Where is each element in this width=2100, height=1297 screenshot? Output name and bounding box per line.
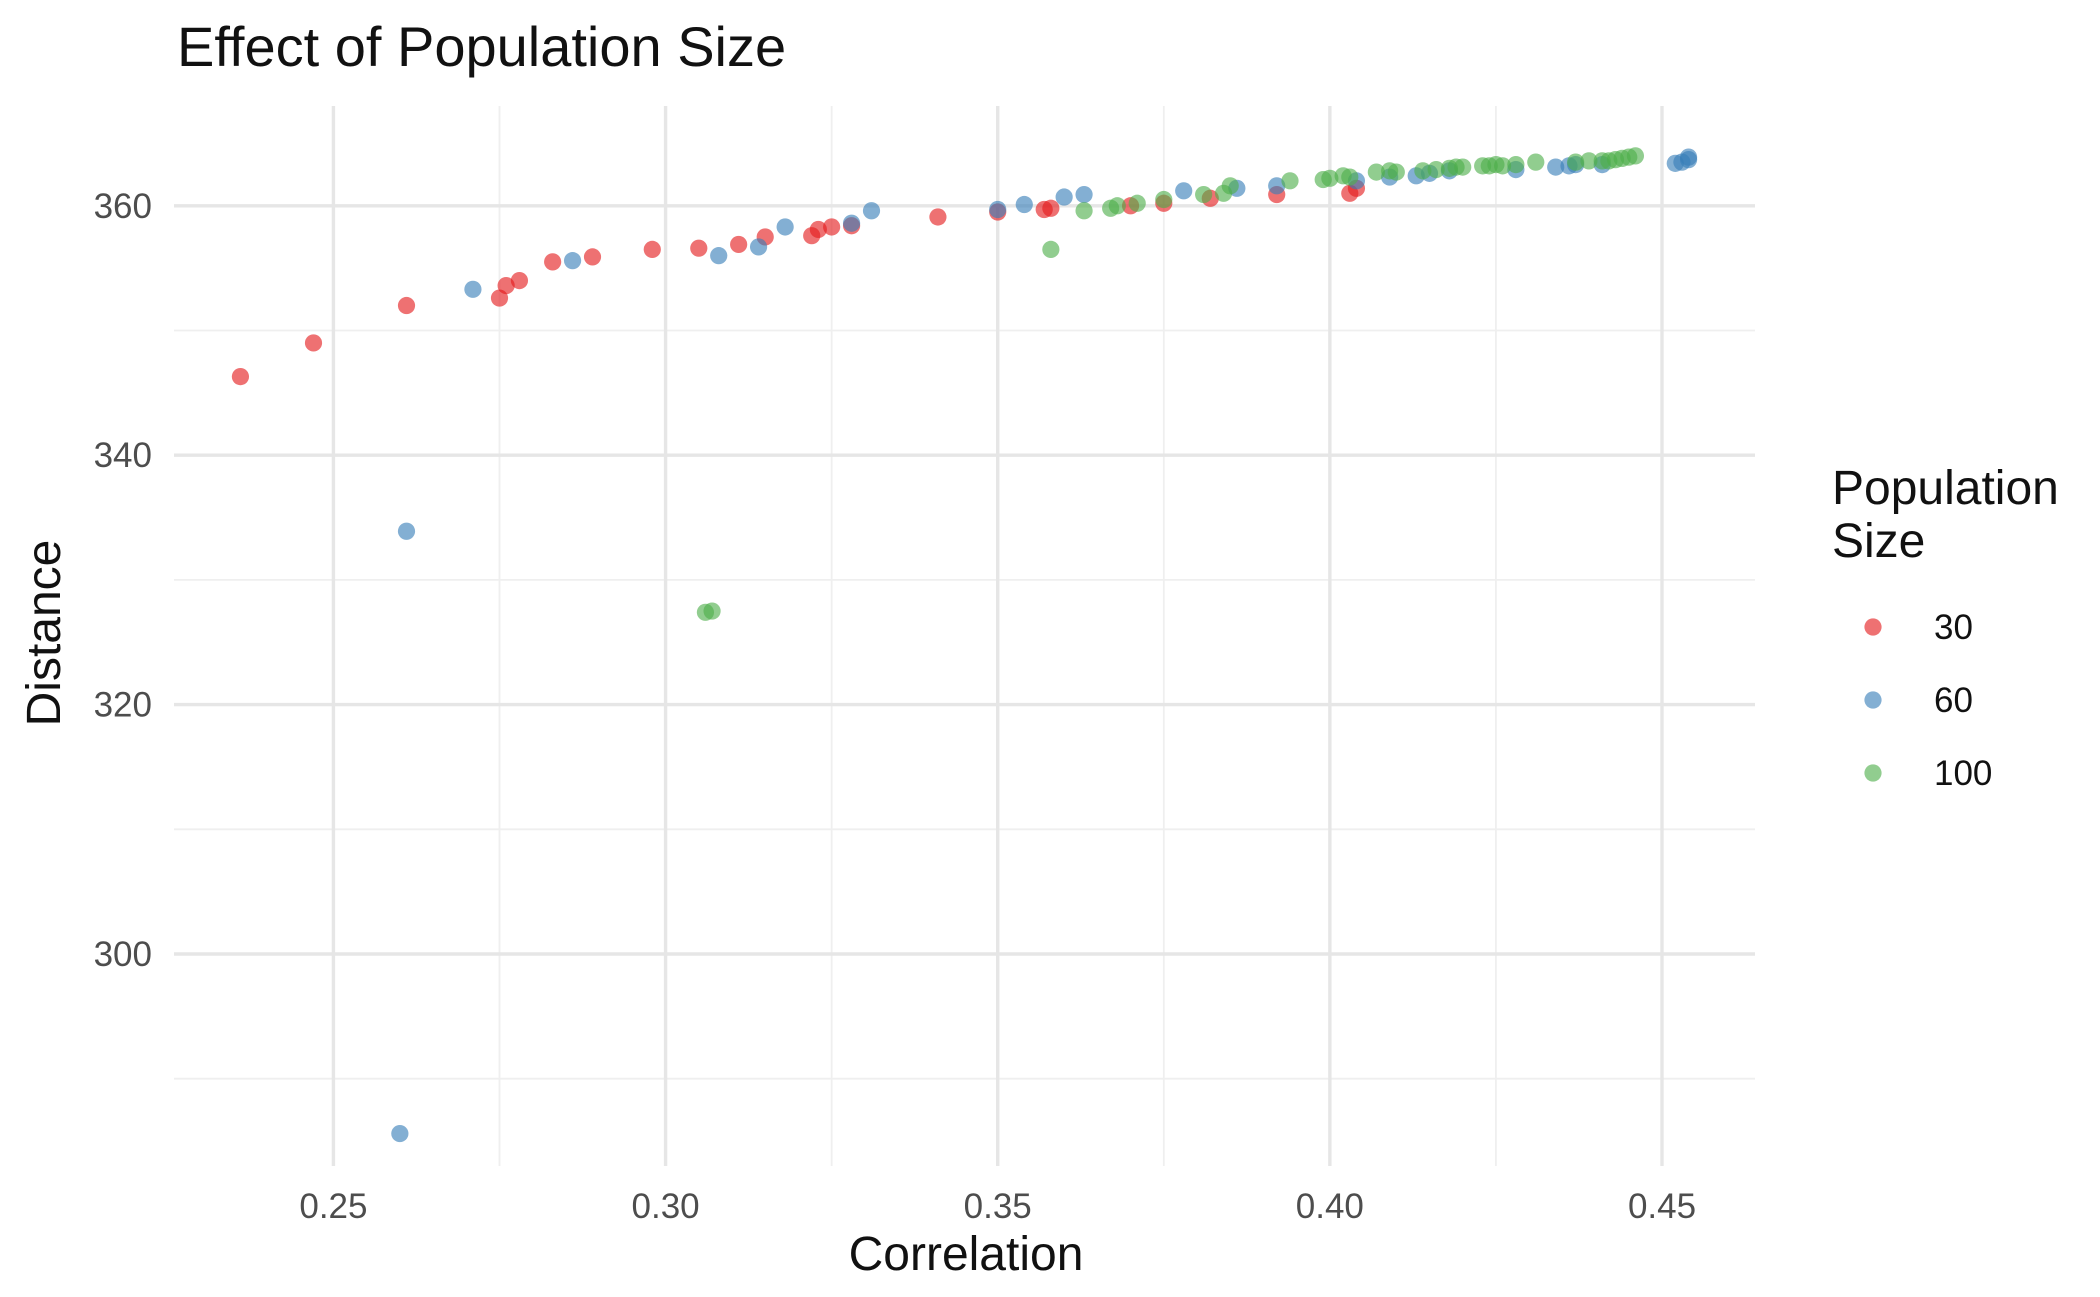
data-point-100	[1580, 152, 1598, 170]
data-point-60	[1015, 195, 1033, 214]
x-axis-ticks: 0.25 0.30 0.35 0.40 0.45	[299, 1187, 1696, 1226]
data-point-100	[1195, 185, 1213, 204]
data-point-30	[544, 253, 562, 271]
data-point-100	[1341, 168, 1359, 186]
legend-label-100: 100	[1934, 754, 1992, 793]
data-point-60	[1075, 185, 1093, 204]
legend-key-30	[1864, 618, 1882, 636]
x-axis-title: Correlation	[849, 1228, 1084, 1281]
data-point-60	[1055, 188, 1073, 206]
data-point-100	[1387, 163, 1405, 181]
data-point-100	[1075, 202, 1093, 220]
legend: Population Size 30 60 100	[1832, 462, 2059, 793]
y-axis-ticks: 300 320 340 360	[94, 187, 152, 974]
chart-title: Effect of Population Size	[177, 15, 786, 78]
y-tick-label: 320	[94, 686, 152, 725]
data-point-30	[304, 334, 323, 352]
data-point-60	[1175, 182, 1193, 200]
data-point-30	[730, 235, 748, 254]
data-point-100	[1626, 147, 1645, 165]
legend-title-line-2: Size	[1832, 515, 1925, 568]
data-point-30	[231, 368, 250, 386]
legend-label-30: 30	[1934, 608, 1973, 647]
data-point-60	[391, 1124, 409, 1143]
data-point-100	[1414, 162, 1432, 180]
x-tick-label: 0.45	[1628, 1187, 1696, 1226]
data-point-100	[1567, 153, 1585, 171]
data-point-60	[397, 522, 416, 540]
y-tick-label: 360	[94, 187, 152, 226]
data-point-60	[842, 214, 861, 232]
data-point-30	[497, 276, 515, 295]
data-point-100	[1321, 169, 1339, 187]
data-point-60	[776, 218, 794, 236]
data-point-100	[703, 602, 721, 620]
y-tick-label: 300	[94, 935, 152, 974]
data-point-100	[1128, 194, 1146, 212]
data-point-60	[1547, 158, 1565, 176]
data-point-60	[710, 247, 728, 265]
data-point-100	[1367, 163, 1385, 181]
x-tick-label: 0.25	[299, 1187, 367, 1226]
data-points	[231, 147, 1698, 1143]
legend-label-60: 60	[1934, 681, 1973, 720]
data-point-30	[690, 239, 708, 257]
data-point-60	[1679, 148, 1698, 166]
data-point-30	[809, 220, 827, 239]
data-point-100	[1155, 190, 1173, 209]
data-point-100	[1507, 156, 1525, 174]
data-point-30	[510, 271, 529, 290]
x-tick-label: 0.35	[964, 1187, 1032, 1226]
data-point-60	[862, 202, 881, 220]
x-tick-label: 0.30	[632, 1187, 700, 1226]
data-point-30	[929, 208, 947, 226]
data-point-30	[397, 296, 416, 315]
legend-key-100	[1864, 764, 1882, 782]
data-point-30	[823, 218, 841, 236]
data-point-60	[563, 252, 582, 270]
data-point-100	[1527, 153, 1545, 171]
legend-title-line-1: Population	[1832, 462, 2059, 515]
x-tick-label: 0.40	[1296, 1187, 1364, 1226]
y-axis-title: Distance	[18, 540, 71, 727]
data-point-60	[1268, 177, 1286, 195]
data-point-60	[749, 238, 768, 256]
data-point-100	[1221, 177, 1239, 195]
data-point-100	[1108, 197, 1126, 215]
data-point-30	[1042, 199, 1060, 217]
legend-key-60	[1864, 691, 1882, 709]
data-point-100	[1042, 240, 1060, 259]
data-point-60	[464, 280, 482, 298]
data-point-30	[583, 248, 602, 266]
data-point-30	[643, 240, 661, 259]
y-tick-label: 340	[94, 436, 152, 475]
data-point-100	[1427, 161, 1445, 179]
legend-items: 30 60 100	[1864, 608, 1992, 793]
data-point-60	[989, 200, 1007, 219]
plot-grid	[174, 106, 1755, 1166]
data-point-100	[1454, 158, 1472, 176]
data-point-100	[1281, 172, 1299, 190]
data-point-100	[1493, 157, 1512, 175]
